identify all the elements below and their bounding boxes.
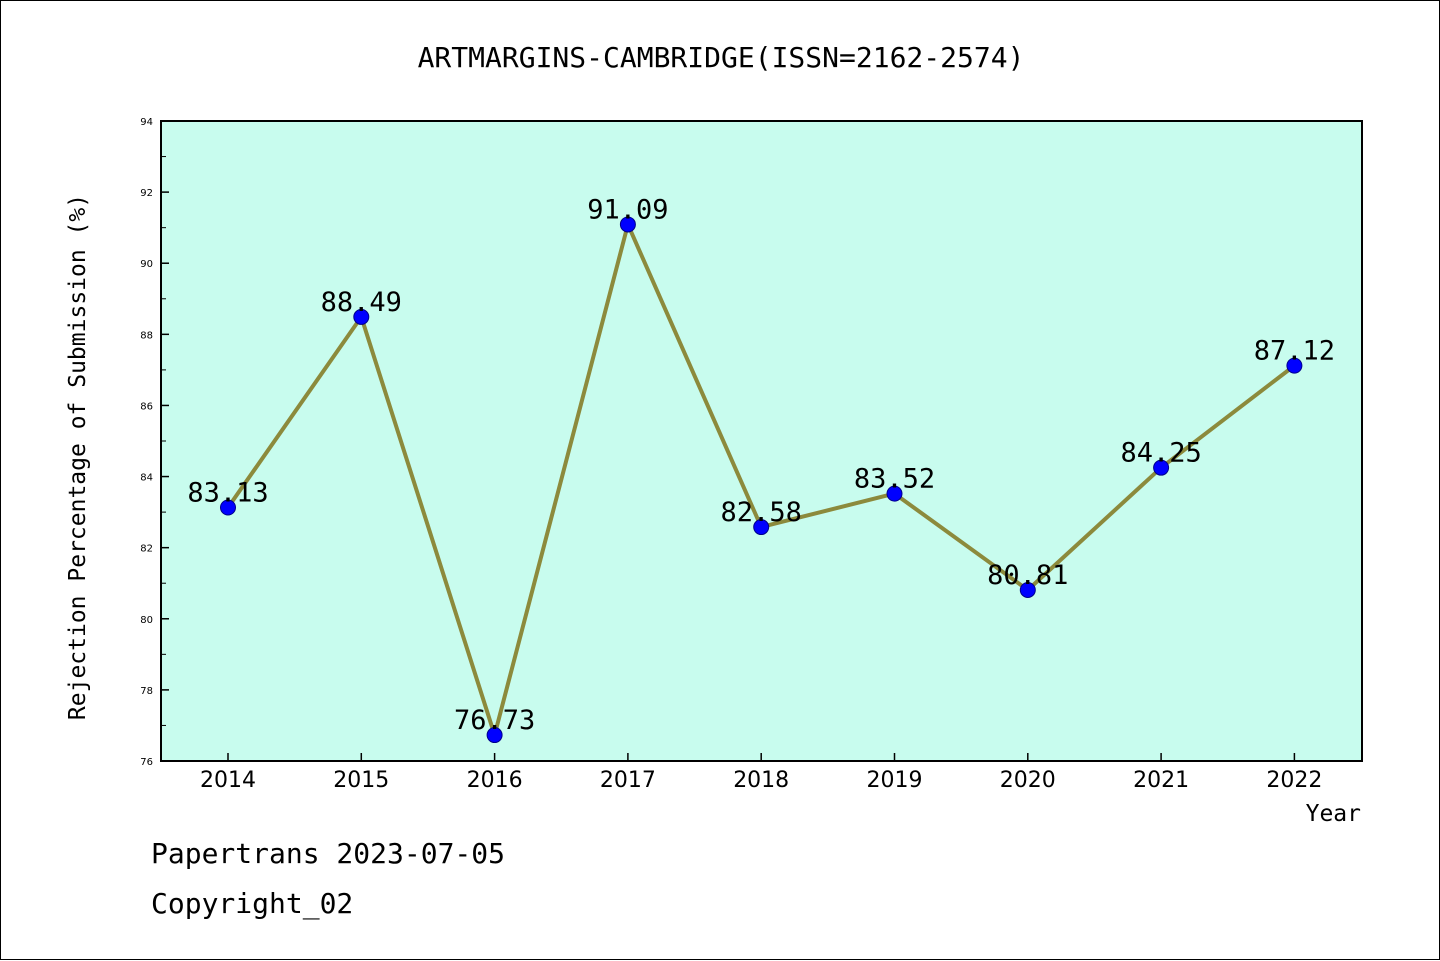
data-label: 87.12 — [1254, 336, 1335, 367]
x-tick-label: 2014 — [200, 768, 256, 793]
y-tick-label: 94 — [140, 117, 153, 128]
data-label: 88.49 — [321, 287, 402, 318]
data-label: 82.58 — [721, 497, 802, 528]
data-label: 84.25 — [1120, 438, 1201, 469]
data-point — [1153, 459, 1170, 476]
data-point — [886, 485, 903, 502]
y-tick-label: 90 — [140, 259, 153, 270]
y-tick-label: 88 — [140, 330, 153, 341]
x-axis: 2014 2015 2016 2017 2018 2019 2020 2021 2022 — [200, 753, 1322, 793]
data-label: 83.52 — [854, 464, 935, 495]
data-label: 80.81 — [987, 560, 1068, 591]
data-label: 76.73 — [454, 705, 535, 736]
y-axis: 76 78 80 82 84 86 88 90 92 94 — [140, 117, 169, 768]
y-tick-label: 82 — [140, 544, 153, 555]
y-tick-label: 86 — [140, 401, 153, 412]
data-label: 91.09 — [587, 194, 668, 225]
x-tick-label: 2021 — [1133, 768, 1189, 793]
data-labels: 83.13 88.49 76.73 91.09 82.58 83.52 80.81 84.25… — [187, 194, 1335, 736]
x-tick-label: 2015 — [333, 768, 389, 793]
x-tick-label: 2019 — [867, 768, 923, 793]
footer-copyright: Copyright_02 — [151, 887, 354, 920]
y-tick-label: 92 — [140, 188, 153, 199]
plot-border — [160, 120, 1363, 762]
y-tick-label: 76 — [140, 757, 153, 768]
footer-date: Papertrans 2023-07-05 — [151, 837, 506, 870]
data-point — [220, 499, 236, 516]
plot-area — [161, 121, 1362, 761]
x-tick-label: 2016 — [467, 768, 523, 793]
data-label: 83.13 — [187, 477, 268, 508]
data-point — [486, 727, 503, 744]
x-tick-label: 2017 — [600, 768, 656, 793]
y-tick-label: 78 — [140, 686, 153, 697]
data-point — [753, 519, 770, 536]
chart-title: ARTMARGINS-CAMBRIDGE(ISSN=2162-2574) — [418, 41, 1025, 74]
data-point — [1019, 581, 1036, 598]
y-axis-label: Rejection Percentage of Submission (%) — [65, 194, 91, 720]
y-tick-label: 84 — [140, 473, 153, 484]
x-tick-label: 2022 — [1266, 768, 1322, 793]
x-tick-label: 2020 — [1000, 768, 1056, 793]
x-tick-label: 2018 — [733, 768, 789, 793]
data-point — [353, 308, 370, 325]
series-markers — [220, 216, 1303, 744]
data-point — [619, 216, 636, 233]
x-axis-label: Year — [1306, 801, 1361, 827]
y-tick-label: 80 — [140, 615, 153, 626]
data-point — [1286, 357, 1303, 374]
